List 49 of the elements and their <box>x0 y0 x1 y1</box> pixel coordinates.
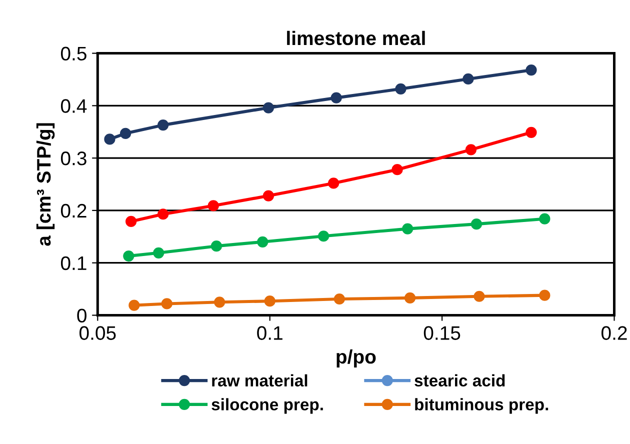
point <box>158 208 169 220</box>
point <box>153 247 164 258</box>
point <box>120 128 132 139</box>
point <box>104 134 116 145</box>
point <box>262 102 274 114</box>
y-tick-label: 0.2 <box>60 204 86 218</box>
chart-title: limestone meal <box>287 30 425 46</box>
y-tick-label: 0.1 <box>60 256 86 270</box>
y-tick-label: 0.3 <box>60 152 86 166</box>
point <box>123 250 134 262</box>
point <box>526 64 537 76</box>
point <box>330 92 342 104</box>
x-tick-label: 0.15 <box>424 326 460 340</box>
legend-label: silocone prep. <box>212 398 323 414</box>
point <box>395 83 406 94</box>
x-tick-label: 0.2 <box>601 326 627 340</box>
point <box>318 230 330 242</box>
point <box>214 296 226 308</box>
point <box>470 218 482 230</box>
point <box>334 293 345 305</box>
point <box>161 298 172 310</box>
x-axis-title: p/po <box>336 349 376 368</box>
legend-label: bituminous prep. <box>415 398 548 414</box>
y-axis-title: a [cm³ STP/g] <box>36 123 55 246</box>
point <box>392 164 403 176</box>
legend-label: stearic acid <box>414 374 505 387</box>
x-tick-label: 0.1 <box>257 326 282 340</box>
point <box>208 200 219 212</box>
point <box>328 178 340 189</box>
point <box>462 73 474 85</box>
y-tick-label: 0.4 <box>60 99 87 113</box>
point <box>539 290 550 301</box>
point <box>526 126 537 138</box>
point <box>402 223 414 234</box>
point <box>474 290 485 302</box>
point <box>262 190 274 202</box>
point <box>404 292 416 304</box>
point <box>158 120 169 131</box>
point <box>126 216 137 228</box>
point <box>210 240 222 252</box>
x-tick-label: 0.05 <box>79 326 116 340</box>
point <box>128 300 140 311</box>
legend-label: raw material <box>212 374 308 387</box>
point <box>539 213 550 224</box>
point <box>264 296 276 307</box>
point <box>465 144 477 156</box>
y-tick-label: 0.5 <box>60 46 86 61</box>
y-tick-label: 0 <box>77 308 86 322</box>
point <box>257 236 268 248</box>
